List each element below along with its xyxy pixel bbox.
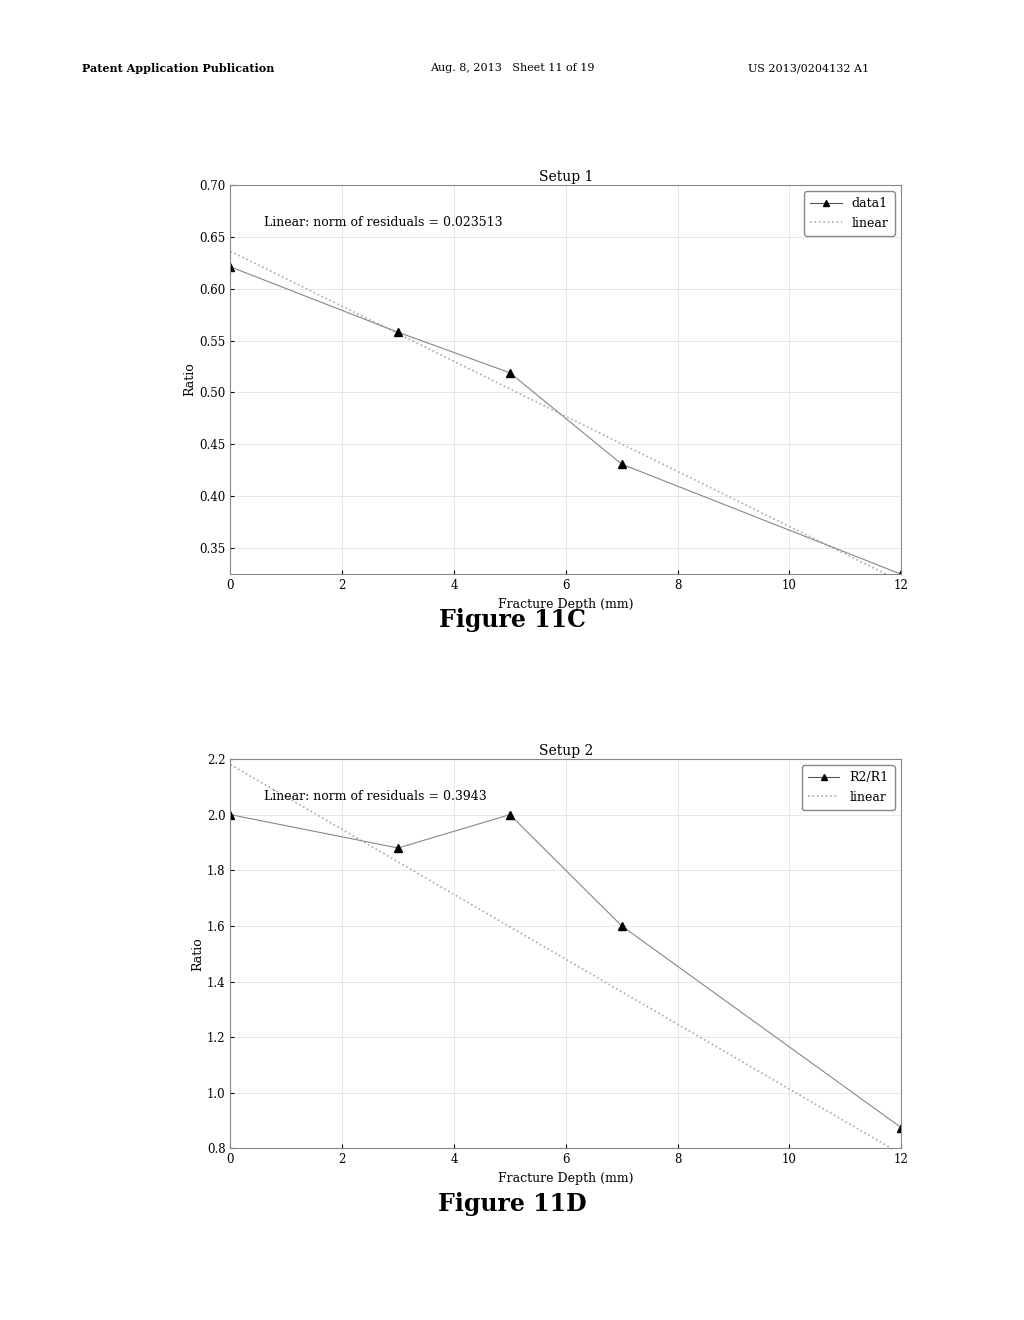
Legend: data1, linear: data1, linear xyxy=(804,191,895,236)
Text: Patent Application Publication: Patent Application Publication xyxy=(82,63,274,74)
X-axis label: Fracture Depth (mm): Fracture Depth (mm) xyxy=(498,1172,634,1185)
Text: US 2013/0204132 A1: US 2013/0204132 A1 xyxy=(748,63,868,74)
Text: Aug. 8, 2013   Sheet 11 of 19: Aug. 8, 2013 Sheet 11 of 19 xyxy=(430,63,595,74)
X-axis label: Fracture Depth (mm): Fracture Depth (mm) xyxy=(498,598,634,611)
Title: Setup 1: Setup 1 xyxy=(539,170,593,183)
Title: Setup 2: Setup 2 xyxy=(539,744,593,758)
Y-axis label: Ratio: Ratio xyxy=(191,937,204,970)
Text: Figure 11C: Figure 11C xyxy=(438,609,586,632)
Text: Linear: norm of residuals = 0.3943: Linear: norm of residuals = 0.3943 xyxy=(264,791,486,803)
Text: Figure 11D: Figure 11D xyxy=(437,1192,587,1216)
Text: Linear: norm of residuals = 0.023513: Linear: norm of residuals = 0.023513 xyxy=(264,216,503,228)
Y-axis label: Ratio: Ratio xyxy=(183,363,197,396)
Legend: R2/R1, linear: R2/R1, linear xyxy=(802,766,895,810)
